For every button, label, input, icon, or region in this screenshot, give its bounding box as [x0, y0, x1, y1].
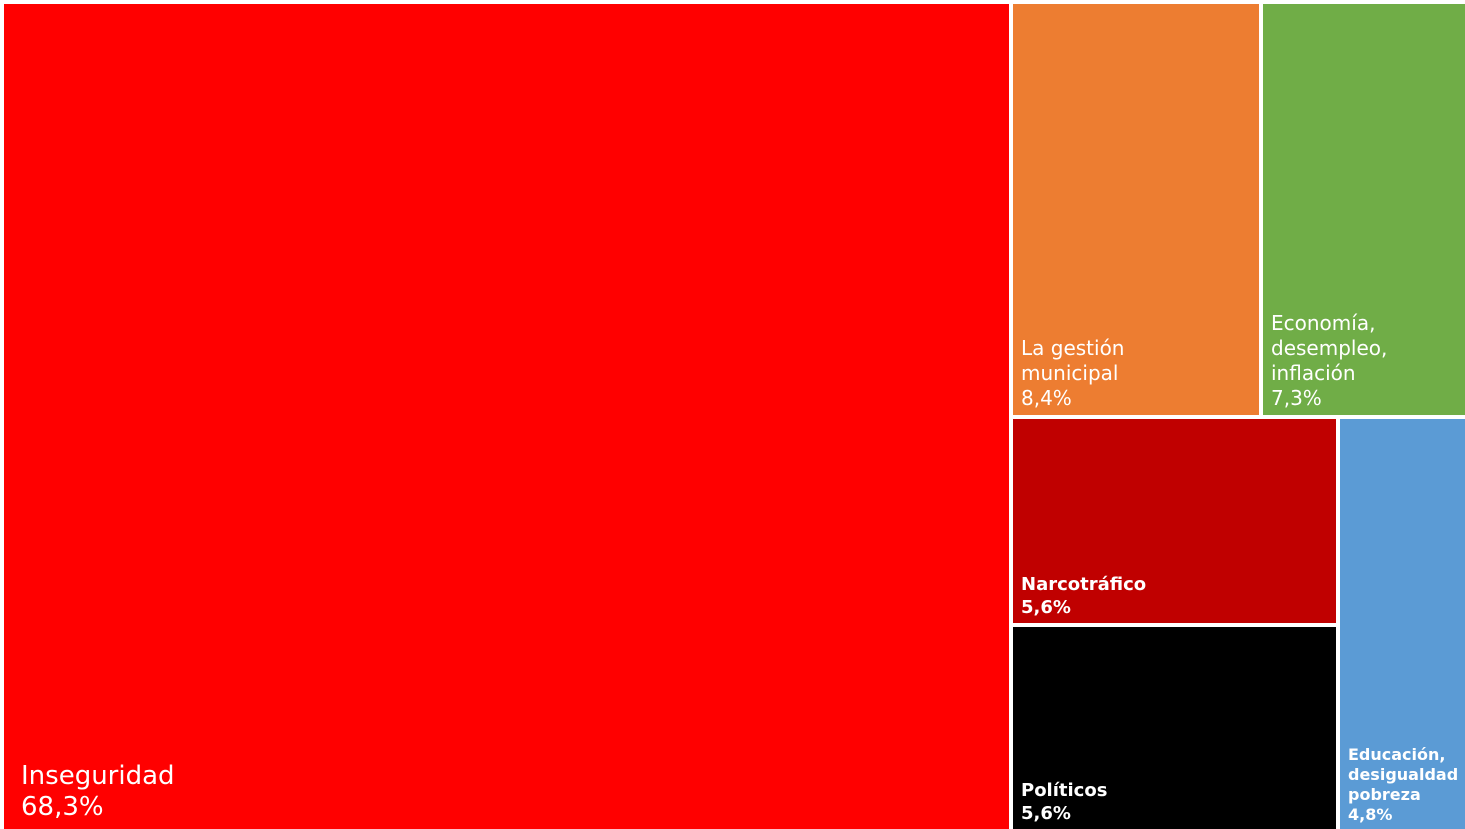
tile-value: 8,4%: [1021, 386, 1072, 410]
tile-value: 5,6%: [1021, 802, 1071, 824]
tile-label: Narcotráfico: [1021, 574, 1147, 595]
tile-economia: Economía, desempleo, inflación 7,3%: [1263, 4, 1465, 415]
tile-value: 4,8%: [1348, 805, 1393, 824]
tile-label: Educación, desigualdad pobreza: [1348, 745, 1459, 804]
tile-label: Economía, desempleo, inflación: [1271, 311, 1388, 385]
tile-value: 68,3%: [21, 791, 104, 822]
tile-label-group: Políticos 5,6%: [1021, 780, 1332, 825]
tile-label-group: La gestión municipal 8,4%: [1021, 336, 1255, 411]
tile-inseguridad: Inseguridad 68,3%: [4, 4, 1009, 829]
tile-narcotrafico: Narcotráfico 5,6%: [1013, 419, 1336, 623]
tile-politicos: Políticos 5,6%: [1013, 627, 1336, 829]
tile-label-group: Educación, desigualdad pobreza 4,8%: [1348, 745, 1461, 825]
tile-label: Políticos: [1021, 780, 1108, 801]
tile-educacion: Educación, desigualdad pobreza 4,8%: [1340, 419, 1465, 829]
tile-gestion-municipal: La gestión municipal 8,4%: [1013, 4, 1259, 415]
tile-label-group: Economía, desempleo, inflación 7,3%: [1271, 311, 1461, 411]
tile-label-group: Narcotráfico 5,6%: [1021, 574, 1332, 619]
tile-value: 5,6%: [1021, 596, 1071, 618]
tile-label: La gestión municipal: [1021, 336, 1125, 385]
tile-value: 7,3%: [1271, 386, 1322, 410]
tile-label-group: Inseguridad 68,3%: [21, 761, 1005, 823]
tile-label: Inseguridad: [21, 760, 175, 791]
